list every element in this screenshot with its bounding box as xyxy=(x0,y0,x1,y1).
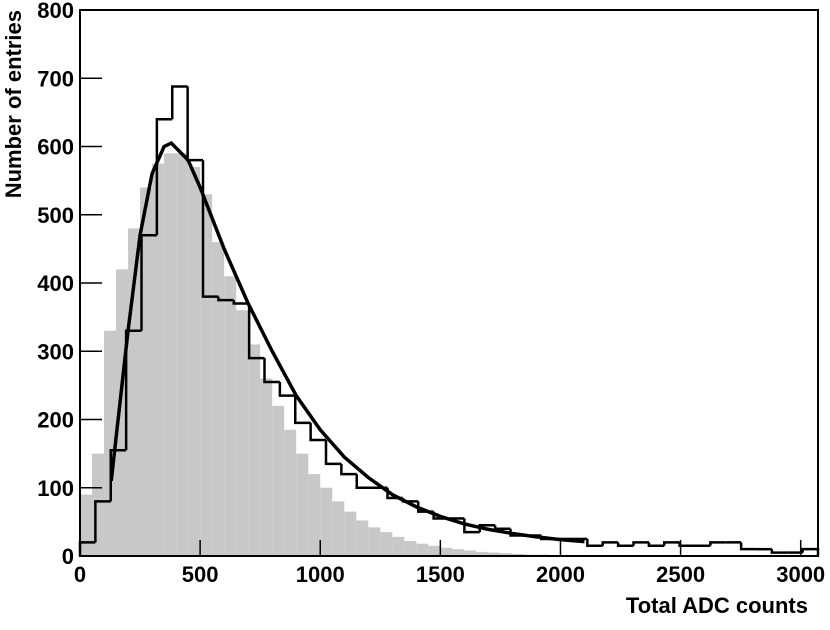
histogram-bar xyxy=(236,310,249,556)
y-axis-label: Number of entries xyxy=(1,10,26,198)
histogram-step xyxy=(739,542,757,551)
histogram-step xyxy=(201,160,219,298)
y-tick-label: 400 xyxy=(37,271,74,296)
histogram-step xyxy=(186,86,203,162)
histogram-step xyxy=(678,542,695,548)
histogram-bar xyxy=(152,163,165,556)
histogram-bar xyxy=(416,543,429,556)
histogram-step xyxy=(278,381,296,397)
histogram-bar xyxy=(464,550,477,556)
histogram-bar xyxy=(476,551,489,556)
y-tick-label: 200 xyxy=(37,408,74,433)
histogram-step xyxy=(217,296,234,302)
histogram-step xyxy=(709,541,726,546)
histogram-step xyxy=(616,542,634,548)
histogram-step xyxy=(647,542,665,548)
y-tick-label: 500 xyxy=(37,203,74,228)
histogram-step xyxy=(478,524,496,533)
histogram-step xyxy=(770,549,788,554)
histogram-bar xyxy=(404,540,417,556)
histogram-bar xyxy=(512,553,525,556)
histogram-step xyxy=(801,547,820,556)
histogram-bar xyxy=(212,242,225,557)
x-tick-label: 500 xyxy=(182,562,219,587)
histogram-bar xyxy=(440,547,453,556)
x-axis-label: Total ADC counts xyxy=(626,593,808,618)
histogram-bar xyxy=(428,545,441,556)
histogram-bar xyxy=(488,552,501,556)
histogram-bar xyxy=(92,453,105,556)
histogram-step xyxy=(94,500,111,543)
histogram-step xyxy=(493,525,511,530)
histogram-bar xyxy=(332,501,345,556)
histogram-bar xyxy=(284,429,297,556)
y-tick-label: 800 xyxy=(37,0,74,23)
histogram-bar xyxy=(188,166,201,556)
histogram-bar xyxy=(308,474,321,556)
histogram-step xyxy=(324,439,342,466)
histogram-step xyxy=(155,117,173,236)
x-tick-label: 1500 xyxy=(416,562,465,587)
histogram-bar xyxy=(80,494,93,556)
histogram-bar xyxy=(272,405,285,556)
histogram-step xyxy=(171,85,188,120)
histogram-bar xyxy=(224,276,237,556)
x-tick-label: 2500 xyxy=(656,562,705,587)
histogram-bar xyxy=(104,330,117,556)
histogram-step xyxy=(109,448,127,502)
histogram-bar xyxy=(176,153,189,556)
histogram-bar xyxy=(248,344,261,556)
histogram-bar xyxy=(260,378,273,556)
histogram-step xyxy=(601,541,619,546)
histogram-bar xyxy=(392,536,405,556)
y-tick-label: 0 xyxy=(62,544,74,569)
x-tick-label: 3000 xyxy=(776,562,825,587)
histogram-step xyxy=(340,463,357,476)
y-tick-label: 700 xyxy=(37,66,74,91)
histogram-bar xyxy=(500,553,513,556)
histogram-bar xyxy=(452,549,465,556)
histogram-step xyxy=(632,541,649,546)
histogram-step xyxy=(294,395,311,425)
y-tick-label: 300 xyxy=(37,339,74,364)
histogram-step xyxy=(232,300,250,305)
histogram-step xyxy=(247,303,265,360)
y-tick-label: 100 xyxy=(37,476,74,501)
histogram-bar xyxy=(320,487,333,556)
histogram-bar xyxy=(296,453,309,556)
histogram-step xyxy=(124,329,142,451)
x-tick-label: 0 xyxy=(74,562,86,587)
histogram-step xyxy=(309,422,326,442)
fit-curve xyxy=(109,140,585,544)
histogram-step xyxy=(586,538,603,548)
x-tick-label: 2000 xyxy=(536,562,585,587)
histogram-bar xyxy=(164,153,177,556)
x-tick-label: 1000 xyxy=(296,562,345,587)
histogram-step xyxy=(663,541,680,546)
histogram-step xyxy=(355,474,373,489)
histogram-bar xyxy=(368,527,381,556)
histogram-bar xyxy=(344,511,357,556)
histogram-bar xyxy=(380,532,393,556)
histogram-bar xyxy=(140,187,153,556)
histogram-bar xyxy=(356,520,369,556)
y-tick-label: 600 xyxy=(37,135,74,160)
histogram-step xyxy=(263,358,280,384)
